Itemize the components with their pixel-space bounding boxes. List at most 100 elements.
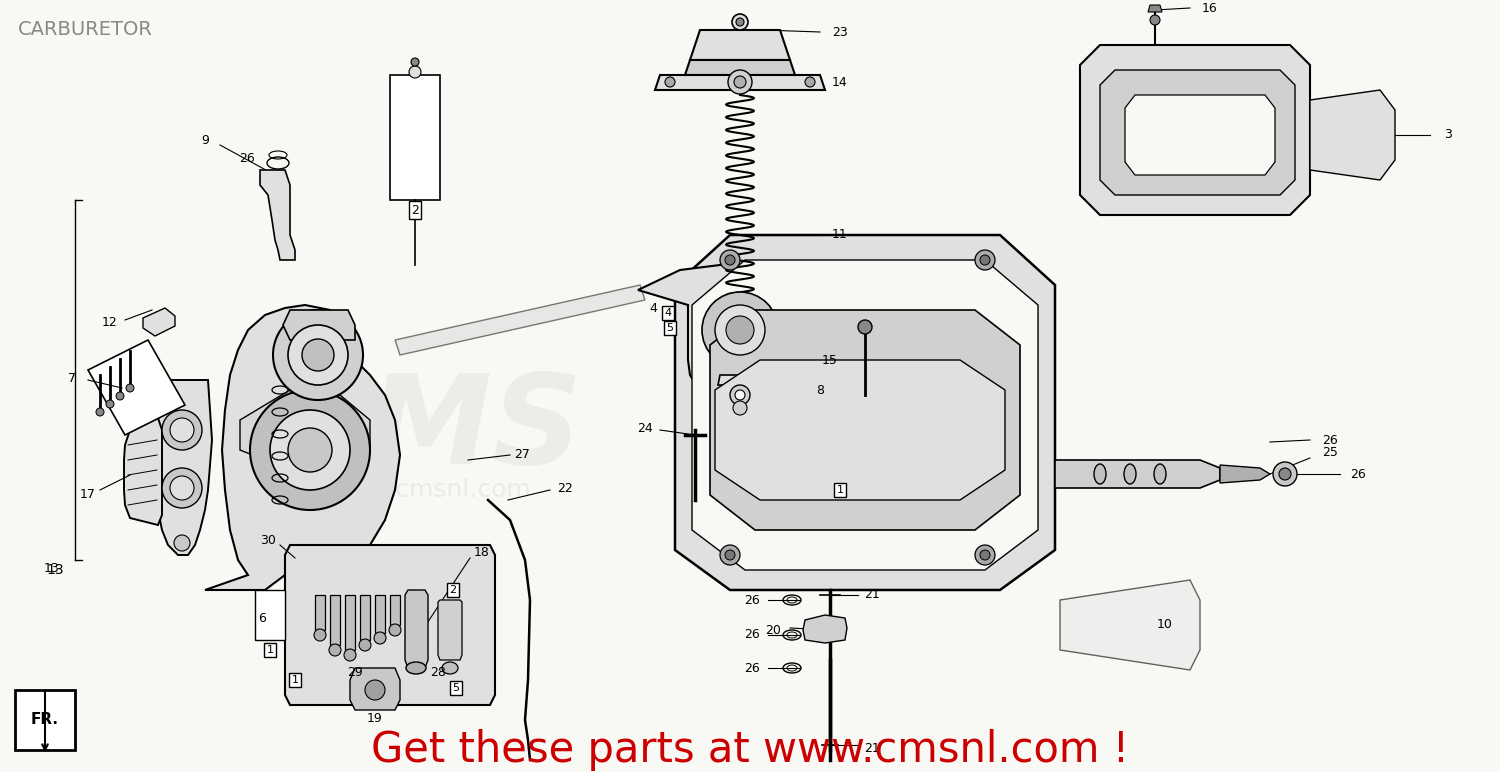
Text: 3: 3 <box>1444 128 1452 141</box>
Text: 1: 1 <box>267 645 273 655</box>
Text: 26: 26 <box>744 628 760 642</box>
Text: 16: 16 <box>1202 2 1218 15</box>
Text: 21: 21 <box>864 588 880 601</box>
Polygon shape <box>330 595 340 645</box>
Circle shape <box>724 255 735 265</box>
Text: 1: 1 <box>837 485 843 495</box>
Polygon shape <box>394 285 645 355</box>
Polygon shape <box>1310 90 1395 180</box>
Circle shape <box>288 325 348 385</box>
Circle shape <box>116 392 124 400</box>
Text: 13: 13 <box>46 563 64 577</box>
Circle shape <box>664 77 675 87</box>
Text: 30: 30 <box>260 533 276 547</box>
Text: 9: 9 <box>201 134 208 147</box>
Text: Get these parts at www.cmsnl.com !: Get these parts at www.cmsnl.com ! <box>370 729 1130 771</box>
Polygon shape <box>718 375 762 385</box>
Polygon shape <box>716 360 1005 500</box>
Polygon shape <box>438 600 462 660</box>
Ellipse shape <box>1124 464 1136 484</box>
Polygon shape <box>1148 5 1162 12</box>
Circle shape <box>126 384 134 392</box>
Polygon shape <box>345 595 355 650</box>
Text: 26: 26 <box>744 662 760 675</box>
Polygon shape <box>690 30 790 60</box>
Circle shape <box>734 401 747 415</box>
Text: 22: 22 <box>556 482 573 495</box>
Text: 8: 8 <box>816 384 824 397</box>
Text: 10: 10 <box>1156 618 1173 631</box>
Text: 29: 29 <box>346 665 363 679</box>
Text: 21: 21 <box>864 741 880 754</box>
Ellipse shape <box>406 662 426 674</box>
Circle shape <box>106 400 114 408</box>
Polygon shape <box>692 260 1038 570</box>
Text: 25: 25 <box>1322 445 1338 459</box>
Polygon shape <box>1220 465 1270 483</box>
Polygon shape <box>1100 70 1294 195</box>
Circle shape <box>170 476 194 500</box>
Circle shape <box>328 644 340 656</box>
Polygon shape <box>1080 45 1310 215</box>
Circle shape <box>806 77 814 87</box>
Text: 27: 27 <box>514 449 529 462</box>
Circle shape <box>726 316 754 344</box>
Circle shape <box>716 305 765 355</box>
Polygon shape <box>390 75 439 200</box>
Circle shape <box>411 58 419 66</box>
Text: 11: 11 <box>833 229 848 242</box>
Text: 24: 24 <box>638 422 652 435</box>
Text: 4: 4 <box>650 302 657 314</box>
Polygon shape <box>124 418 162 525</box>
Circle shape <box>702 292 778 368</box>
Ellipse shape <box>442 662 458 674</box>
Polygon shape <box>315 595 326 630</box>
Circle shape <box>314 629 326 641</box>
Polygon shape <box>285 545 495 705</box>
Polygon shape <box>710 310 1020 530</box>
Circle shape <box>96 408 104 416</box>
Polygon shape <box>284 310 356 340</box>
Text: 5: 5 <box>666 323 674 333</box>
Ellipse shape <box>1094 464 1106 484</box>
Circle shape <box>302 339 334 371</box>
Text: 26: 26 <box>744 594 760 607</box>
Text: 28: 28 <box>430 665 445 679</box>
Polygon shape <box>142 308 176 336</box>
Text: 26: 26 <box>1322 434 1338 446</box>
Circle shape <box>364 680 386 700</box>
Circle shape <box>273 310 363 400</box>
Polygon shape <box>255 590 285 640</box>
Circle shape <box>735 390 746 400</box>
Text: 7: 7 <box>68 371 76 384</box>
Circle shape <box>734 76 746 88</box>
Polygon shape <box>375 595 386 633</box>
Circle shape <box>174 535 190 551</box>
Text: 26: 26 <box>238 151 255 164</box>
Circle shape <box>344 649 355 661</box>
Polygon shape <box>686 60 795 75</box>
Text: 20: 20 <box>765 624 782 636</box>
Text: 19: 19 <box>368 712 382 724</box>
Text: 13: 13 <box>44 561 60 574</box>
Circle shape <box>162 410 202 450</box>
Circle shape <box>170 418 194 442</box>
Circle shape <box>358 639 370 651</box>
Text: CARBURETOR: CARBURETOR <box>18 20 153 39</box>
Polygon shape <box>350 668 400 710</box>
Polygon shape <box>390 595 400 625</box>
Polygon shape <box>405 590 427 668</box>
Circle shape <box>975 545 994 565</box>
Circle shape <box>732 14 748 30</box>
Text: 15: 15 <box>822 354 839 367</box>
Polygon shape <box>638 265 800 408</box>
Circle shape <box>980 255 990 265</box>
Circle shape <box>980 550 990 560</box>
Circle shape <box>736 18 744 26</box>
Polygon shape <box>15 690 75 750</box>
Ellipse shape <box>1154 464 1166 484</box>
Circle shape <box>270 410 350 490</box>
Text: CMS: CMS <box>278 370 584 490</box>
Polygon shape <box>88 340 184 435</box>
Circle shape <box>720 250 740 270</box>
